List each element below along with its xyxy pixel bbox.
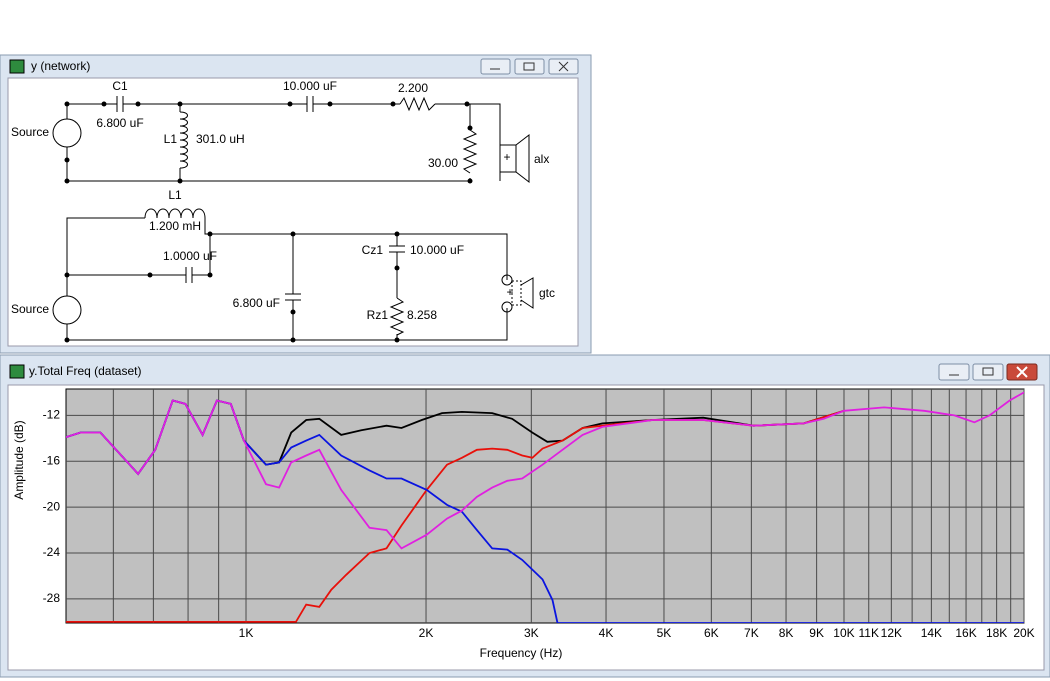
component-value: 301.0 uH — [196, 132, 245, 146]
restore-button[interactable] — [972, 363, 1004, 381]
component-value: 1.0000 uF — [163, 249, 217, 263]
window-title: y (network) — [31, 59, 90, 73]
chart-window: y.Total Freq (dataset) Frequency (Hz) Am… — [0, 354, 1050, 678]
x-tick-label: 11K — [859, 626, 879, 640]
component-value: 6.800 uF — [233, 296, 280, 310]
network-window: y (network) + — [0, 54, 592, 354]
source-label: Source — [11, 302, 49, 316]
y-tick-label: -24 — [43, 545, 61, 559]
y-axis-label: Amplitude (dB) — [12, 420, 26, 499]
component-value: 30.00 — [428, 156, 458, 170]
component-label: gtc — [539, 286, 555, 300]
component-value: 6.800 uF — [96, 116, 143, 130]
x-tick-label: 7K — [744, 626, 759, 640]
plot-area — [65, 388, 1025, 624]
icon — [1016, 366, 1028, 378]
x-tick-label: 16K — [955, 626, 976, 640]
window-buttons[interactable] — [480, 58, 579, 75]
x-tick-label: 4K — [599, 626, 614, 640]
icon — [523, 62, 535, 71]
series-line — [66, 391, 1024, 550]
y-tick-label: -28 — [43, 591, 61, 605]
window-icon — [9, 364, 25, 379]
window-icon — [9, 59, 25, 74]
component-label: L1 — [168, 188, 182, 202]
component-label: Cz1 — [362, 243, 384, 257]
x-tick-label: 5K — [657, 626, 672, 640]
x-tick-label: 9K — [809, 626, 824, 640]
plus: + — [506, 285, 513, 299]
window-title: y.Total Freq (dataset) — [29, 364, 142, 378]
component-value: 1.200 mH — [149, 219, 201, 233]
plus: + — [503, 150, 510, 164]
x-tick-label: 10K — [833, 626, 854, 640]
x-tick-label: 1K — [239, 626, 254, 640]
x-tick-label: 6K — [704, 626, 719, 640]
x-tick-label: 2K — [419, 626, 434, 640]
component-label: C1 — [112, 79, 128, 93]
minimize-button[interactable] — [480, 58, 511, 75]
restore-button[interactable] — [514, 58, 545, 75]
window-buttons[interactable] — [938, 363, 1038, 381]
y-tick-label: -12 — [43, 408, 61, 422]
component-value: 10.000 uF — [283, 79, 337, 93]
component-value: 2.200 — [398, 81, 428, 95]
x-tick-label: 14K — [921, 626, 942, 640]
x-tick-label: 18K — [986, 626, 1007, 640]
component-value: 8.258 — [407, 308, 437, 322]
source-label: Source — [11, 125, 49, 139]
plot: 1K 2K 3K 4K 5K 6K 7K 8K 9K 10K 11K 12K 14K 16K 18K 20K -… — [43, 389, 1035, 640]
x-tick-label: 20K — [1013, 626, 1034, 640]
x-tick-label: 12K — [881, 626, 902, 640]
y-tick-label: -16 — [43, 453, 61, 467]
icon — [558, 61, 569, 72]
icon — [982, 367, 994, 376]
y-tick-label: -20 — [43, 499, 61, 513]
minimize-button[interactable] — [938, 363, 970, 381]
component-value: 10.000 uF — [410, 243, 464, 257]
component-label: alx — [534, 152, 549, 166]
component-label: L1 — [164, 132, 178, 146]
schematic: + + — [52, 96, 534, 343]
x-axis-label: Frequency (Hz) — [480, 646, 563, 660]
component-label: Rz1 — [367, 308, 389, 322]
x-tick-label: 3K — [524, 626, 539, 640]
x-tick-label: 8K — [779, 626, 794, 640]
